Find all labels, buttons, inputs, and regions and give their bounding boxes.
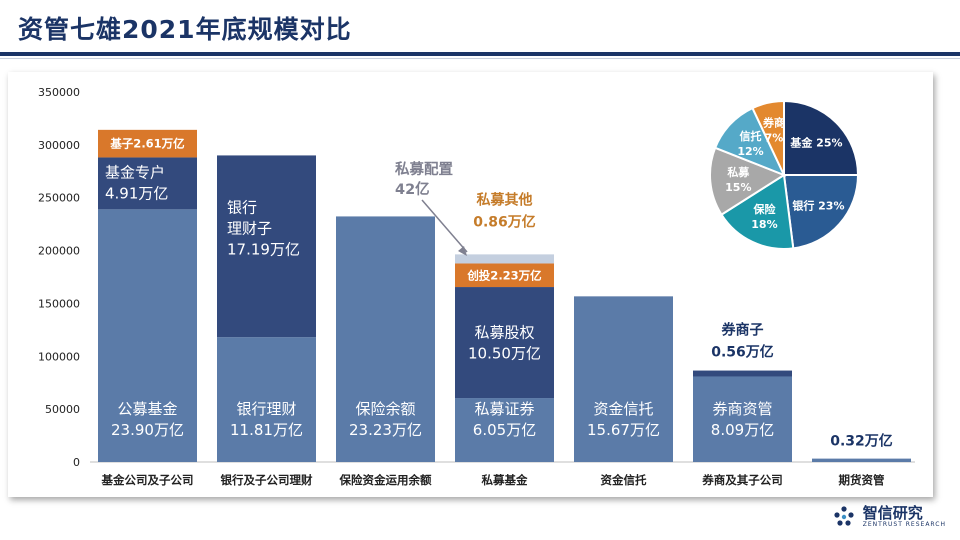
bar-segment (455, 263, 554, 288)
data-label: 券商资管 (712, 400, 772, 418)
pie-label: 券商 (762, 116, 785, 130)
annotation-label: 私募配置 (395, 160, 453, 178)
data-label: 15.67万亿 (587, 421, 660, 439)
x-tick-label: 期货资管 (839, 473, 885, 487)
data-label: 0.86万亿 (473, 213, 536, 230)
annotation-label: 42亿 (395, 180, 430, 198)
logo-name: 智信研究 (862, 504, 923, 522)
bar-segment (217, 155, 316, 338)
y-tick-label: 100000 (38, 350, 80, 363)
bar-segment (336, 216, 435, 462)
data-label: 银行 (227, 198, 257, 216)
data-label: 私募股权 (474, 324, 534, 342)
pie-slice (783, 99, 860, 176)
page-title: 资管七雄2021年底规模对比 (18, 15, 352, 44)
bar-segment (98, 157, 197, 210)
data-label: 10.50万亿 (468, 345, 541, 363)
y-tick-label: 350000 (38, 86, 80, 99)
bar-segment (217, 337, 316, 462)
bar-segment (812, 458, 911, 462)
bar-segment (693, 376, 792, 462)
data-label: 私募证券 (474, 400, 534, 418)
bar-segment (98, 129, 197, 158)
data-label: 11.81万亿 (230, 421, 303, 439)
y-tick-label: 50000 (45, 403, 80, 416)
x-tick-label: 保险资金运用余额 (339, 473, 432, 487)
pie-label: 私募 (727, 165, 750, 179)
pie-label: 12% (737, 145, 763, 158)
pie-label: 信托 (740, 129, 762, 143)
x-tick-label: 券商及其子公司 (701, 473, 783, 487)
y-tick-label: 150000 (38, 297, 80, 310)
pie-label: 15% (725, 181, 751, 194)
logo-subtitle: ZENTRUST RESEARCH (862, 521, 946, 528)
data-label: 私募其他 (477, 191, 533, 208)
y-tick-label: 250000 (38, 192, 80, 205)
data-label: 保险余额 (355, 400, 415, 418)
pie-slice (709, 146, 787, 217)
data-label: 8.09万亿 (711, 421, 774, 439)
pie-label: 银行 23% (792, 198, 844, 212)
x-tick-label: 私募基金 (482, 473, 528, 487)
data-label: 基子2.61万亿 (109, 137, 185, 151)
x-tick-label: 银行及子公司理财 (221, 473, 313, 487)
data-label: 银行理财 (236, 400, 296, 418)
y-tick-label: 200000 (38, 245, 80, 258)
data-label: 资金信托 (593, 400, 653, 418)
x-tick-label: 基金公司及子公司 (101, 473, 194, 487)
x-tick-label: 资金信托 (601, 473, 647, 487)
bar-segment (98, 209, 197, 462)
data-label: 0.56万亿 (711, 344, 774, 361)
pie-slice (720, 173, 795, 250)
bar-segment (455, 254, 554, 264)
data-label: 创投2.23万亿 (466, 268, 542, 282)
y-tick-label: 300000 (38, 139, 80, 152)
pie-slice (782, 174, 860, 250)
logo-icon (834, 506, 854, 526)
pie-label: 7% (765, 132, 784, 145)
data-label: 4.91万亿 (105, 184, 168, 202)
bar-segment (455, 398, 554, 462)
data-label: 券商子 (722, 322, 764, 339)
title-rule-thin (0, 58, 960, 59)
data-label: 6.05万亿 (473, 421, 536, 439)
brand-logo: 智信研究 ZENTRUST RESEARCH (831, 504, 946, 530)
data-label: 23.23万亿 (349, 421, 422, 439)
bar-segment (693, 370, 792, 377)
data-label: 17.19万亿 (227, 240, 300, 258)
y-tick-label: 0 (73, 456, 80, 469)
title-rule (0, 52, 960, 56)
data-label: 23.90万亿 (111, 421, 184, 439)
pie-label: 18% (751, 218, 777, 231)
annotation-arrowhead (458, 246, 467, 256)
pie-label: 保险 (752, 202, 776, 216)
bar-segment (455, 287, 554, 399)
data-label: 公募基金 (117, 400, 177, 418)
data-label: 0.32万亿 (830, 433, 893, 450)
pie-label: 基金 25% (789, 136, 842, 150)
data-label: 基金专户 (105, 163, 165, 181)
data-label: 理财子 (227, 219, 272, 237)
annotation-arrow (421, 199, 468, 253)
pie-slice (751, 99, 785, 176)
bar-segment (574, 296, 673, 462)
